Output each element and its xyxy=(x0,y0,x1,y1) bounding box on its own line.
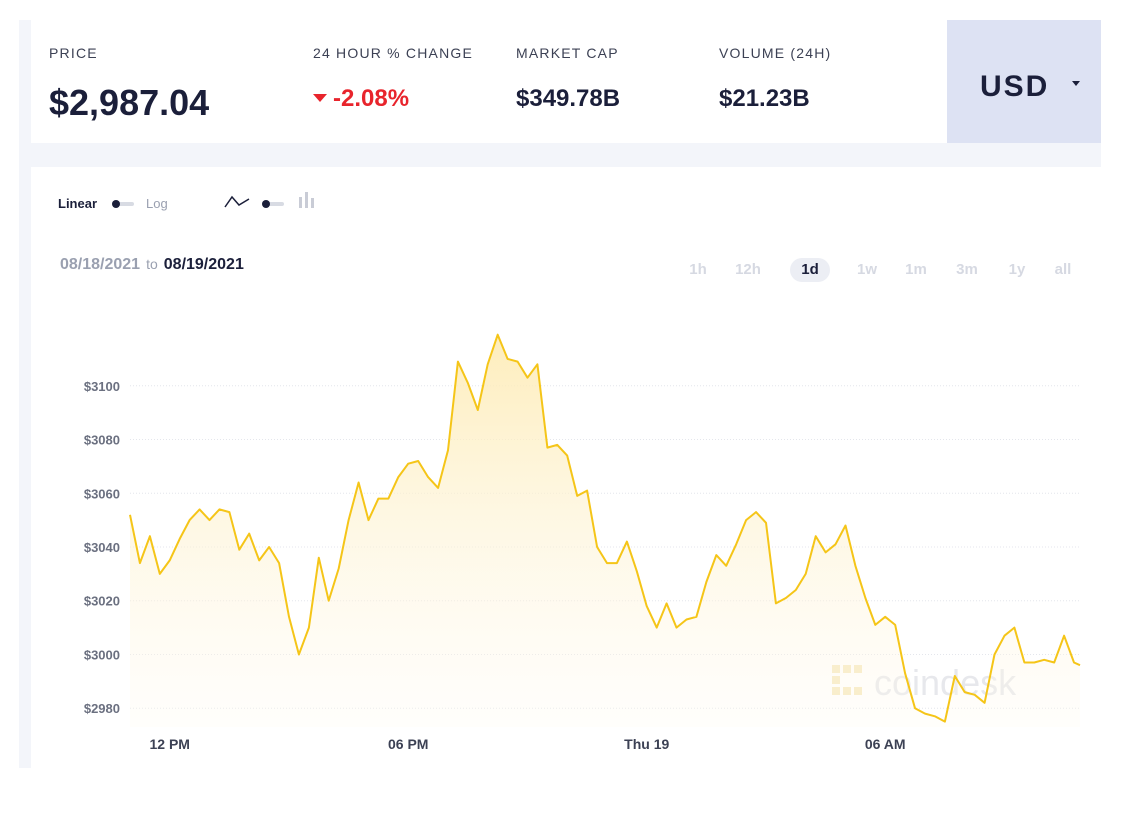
chart-type-toggle-track xyxy=(268,202,284,206)
range-1h[interactable]: 1h xyxy=(689,261,707,278)
range-3m[interactable]: 3m xyxy=(956,261,978,278)
stats-bar: PRICE $2,987.04 24 HOUR % CHANGE -2.08% … xyxy=(31,20,947,143)
range-1d[interactable]: 1d xyxy=(790,258,830,282)
y-tick-label: $3020 xyxy=(84,594,120,609)
stat-volume-label: VOLUME (24H) xyxy=(719,45,832,61)
date-range: 08/18/2021 to 08/19/2021 xyxy=(60,256,244,274)
price-chart: $2980$3000$3020$3040$3060$3080$3100 coin… xyxy=(84,333,1081,752)
date-from[interactable]: 08/18/2021 xyxy=(60,256,141,273)
chart-panel: Linear Log 08/18/2021 to 08/19/2021 1h 12h… xyxy=(31,167,1101,768)
y-tick-label: $3040 xyxy=(84,540,120,555)
candlestick-icon[interactable] xyxy=(298,192,316,210)
down-arrow-icon xyxy=(313,93,327,102)
y-tick-label: $3100 xyxy=(84,379,120,394)
range-12h[interactable]: 12h xyxy=(735,261,761,278)
y-tick-label: $3080 xyxy=(84,433,120,448)
y-tick-label: $3060 xyxy=(84,486,120,501)
chevron-down-icon xyxy=(1072,81,1080,86)
stat-price-value: $2,987.04 xyxy=(49,82,210,123)
line-chart-icon[interactable] xyxy=(224,195,250,209)
range-selector: 1h 12h 1d 1w 1m 3m 1y all xyxy=(31,258,1101,282)
range-1m[interactable]: 1m xyxy=(905,261,927,278)
stat-volume-value: $21.23B xyxy=(719,85,810,112)
stat-market-cap-value: $349.78B xyxy=(516,85,621,112)
stat-price-label: PRICE xyxy=(49,45,98,61)
scale-log-label[interactable]: Log xyxy=(146,196,168,211)
date-to[interactable]: 08/19/2021 xyxy=(163,256,244,273)
x-tick-label: Thu 19 xyxy=(624,736,669,752)
y-tick-label: $2980 xyxy=(84,701,120,716)
y-tick-label: $3000 xyxy=(84,647,120,662)
x-tick-label: 06 PM xyxy=(388,736,428,752)
stat-change-label: 24 HOUR % CHANGE xyxy=(313,45,474,61)
x-axis: 12 PM 06 PM Thu 19 06 AM xyxy=(150,736,906,752)
stat-market-cap-label: MARKET CAP xyxy=(516,45,619,61)
chart-type-toggle[interactable] xyxy=(262,200,284,208)
scale-linear-label[interactable]: Linear xyxy=(58,196,98,211)
price-line xyxy=(129,333,1081,723)
range-1w[interactable]: 1w xyxy=(856,261,877,278)
stat-change-number: -2.08% xyxy=(333,85,410,112)
price-area xyxy=(130,334,1080,727)
chart-type-toggle-knob xyxy=(262,200,270,208)
currency-selector[interactable]: USD xyxy=(947,20,1101,143)
x-tick-label: 06 AM xyxy=(865,736,906,752)
scale-toggle-track xyxy=(118,202,134,206)
range-1y[interactable]: 1y xyxy=(1008,261,1026,278)
y-axis: $2980 $3000 $3020 $3040 $3060 $3080 $3100 xyxy=(84,379,120,716)
scale-toggle-knob xyxy=(112,200,120,208)
date-to-word: to xyxy=(146,256,158,272)
currency-label: USD xyxy=(980,70,1050,103)
stat-change-value: -2.08% xyxy=(313,85,409,113)
scale-toggle[interactable] xyxy=(112,200,134,208)
range-all[interactable]: all xyxy=(1054,261,1072,278)
x-tick-label: 12 PM xyxy=(150,736,190,752)
